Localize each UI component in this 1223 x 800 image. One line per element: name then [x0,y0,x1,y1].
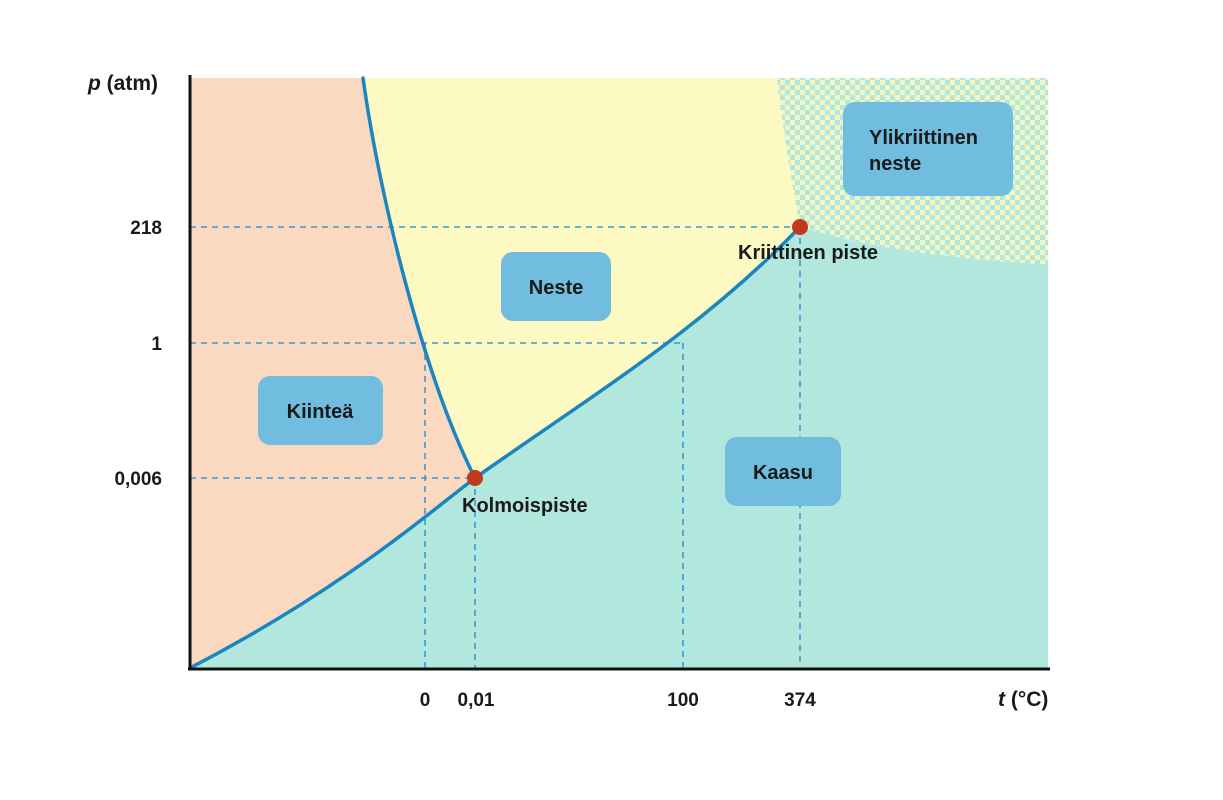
y-tick-0006: 0,006 [114,469,162,490]
supercritical-label-line1: Ylikriittinen [869,127,978,149]
vaporization-curve [473,225,802,480]
gas-region [190,227,1048,668]
x-tick-001: 0,01 [458,690,495,711]
melting-curve [361,76,477,480]
x-axis-title-var: t [998,688,1006,711]
x-tick-0: 0 [420,690,431,711]
y-tick-218: 218 [130,218,162,239]
triple-point-marker [467,470,483,486]
sublimation-curve [188,476,477,670]
liquid-label: Neste [529,277,583,299]
solid-label-box [258,376,383,445]
x-tick-374: 374 [784,690,816,711]
critical-point-marker [792,219,808,235]
critical-point-label: Kriittinen piste [738,242,878,264]
triple-point-label: Kolmoispiste [462,495,588,517]
y-tick-1: 1 [151,334,162,355]
gas-label-box [725,437,841,506]
x-tick-100: 100 [667,690,699,711]
y-axis-title-unit: (atm) [101,72,158,95]
y-axis-title-var: p [87,72,101,95]
y-axis-title: p (atm) [87,72,158,95]
x-axis-title: t (°C) [998,688,1048,711]
x-axis-title-unit: (°C) [1005,688,1048,711]
solid-label: Kiinteä [287,401,355,423]
gas-label: Kaasu [753,462,813,484]
supercritical-label-box [843,102,1013,196]
supercritical-label-line2: neste [869,153,921,175]
liquid-label-box [501,252,611,321]
solid-region [190,78,475,668]
